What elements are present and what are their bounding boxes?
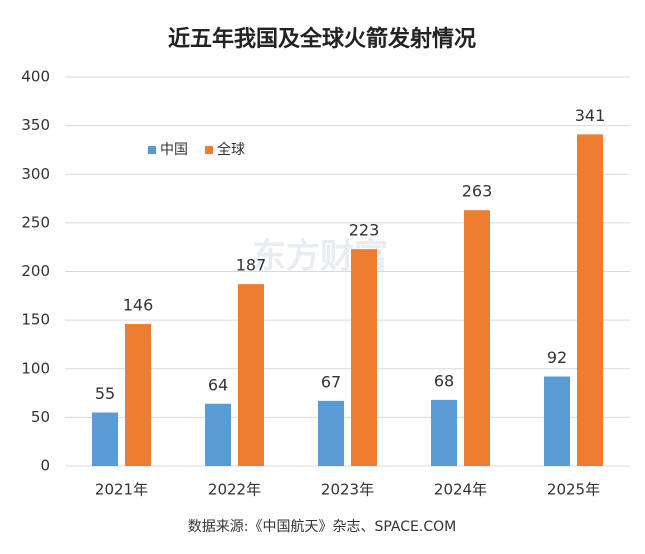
bar	[351, 249, 377, 466]
y-tick-label: 50	[31, 408, 50, 426]
x-tick-label: 2024年	[434, 481, 487, 499]
x-tick-label: 2025年	[547, 481, 600, 499]
data-label: 64	[208, 375, 228, 394]
y-tick-label: 0	[40, 457, 50, 475]
legend-swatch	[148, 146, 156, 154]
data-label: 67	[321, 372, 341, 391]
bar	[544, 376, 570, 466]
data-label: 263	[462, 182, 493, 201]
bar	[318, 400, 344, 466]
y-tick-label: 400	[21, 68, 50, 86]
data-label: 92	[547, 348, 567, 367]
y-tick-label: 350	[21, 116, 50, 134]
data-label: 341	[575, 106, 606, 125]
bar	[238, 284, 264, 466]
bar	[92, 412, 118, 466]
bar	[464, 210, 490, 466]
data-label: 146	[123, 296, 154, 315]
x-tick-label: 2021年	[95, 481, 148, 499]
bar	[125, 324, 151, 466]
legend-swatch	[205, 146, 213, 154]
y-tick-label: 250	[21, 213, 50, 231]
chart-title: 近五年我国及全球火箭发射情况	[168, 26, 476, 52]
y-tick-label: 150	[21, 311, 50, 329]
bar	[431, 399, 457, 466]
legend-label: 全球	[217, 141, 245, 158]
y-tick-label: 300	[21, 165, 50, 183]
data-label: 223	[349, 221, 380, 240]
x-tick-label: 2023年	[321, 481, 374, 499]
x-tick-label: 2022年	[208, 481, 261, 499]
y-tick-label: 100	[21, 359, 50, 377]
source-note: 数据来源:《中国航天》杂志、SPACE.COM	[188, 519, 456, 535]
data-label: 187	[236, 256, 267, 275]
bar	[205, 403, 231, 466]
data-label: 55	[95, 384, 115, 403]
y-tick-label: 200	[21, 262, 50, 280]
data-label: 68	[434, 371, 454, 390]
bar	[577, 134, 603, 466]
legend-label: 中国	[160, 142, 188, 158]
